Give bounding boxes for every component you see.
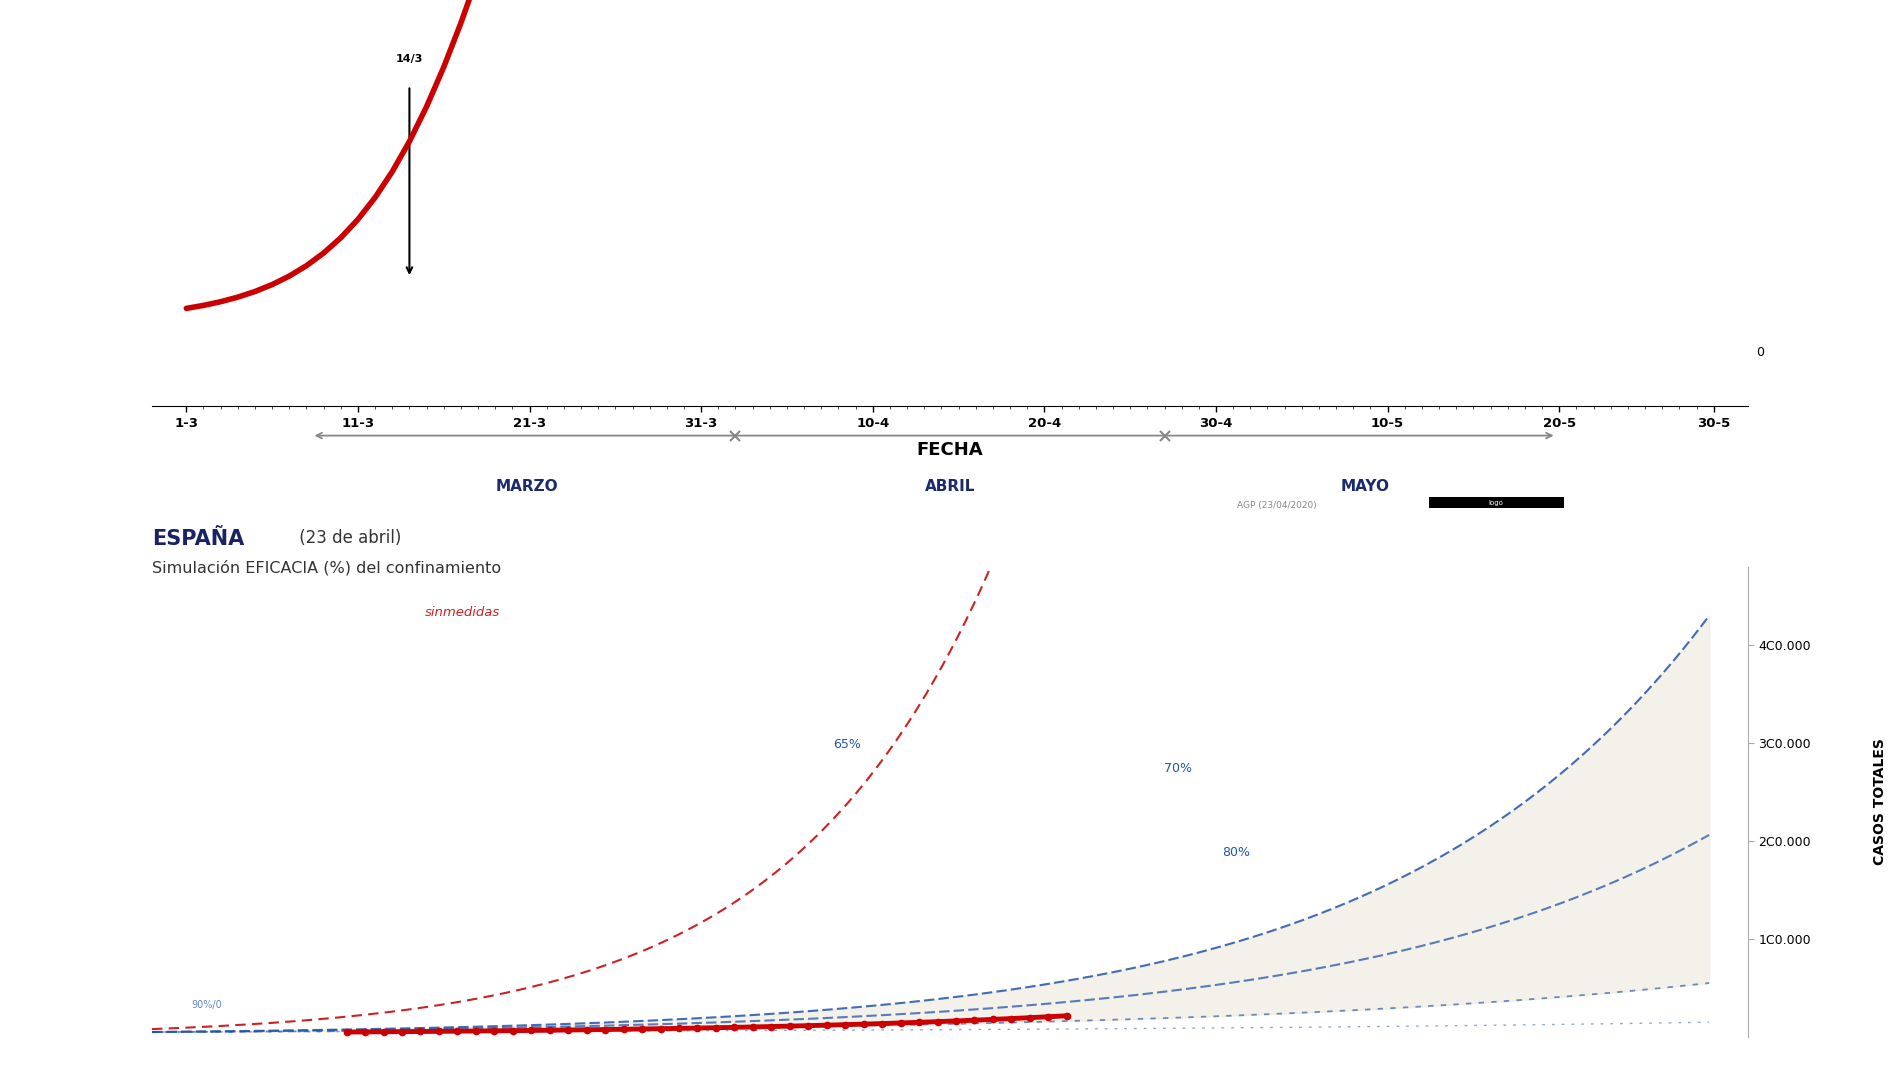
Text: Simulación EFICACIA (%) del confinamiento: Simulación EFICACIA (%) del confinamient… bbox=[152, 560, 502, 575]
Text: 70%: 70% bbox=[1165, 762, 1191, 775]
Text: sinmedidas: sinmedidas bbox=[424, 605, 500, 619]
Text: (23 de abril): (23 de abril) bbox=[294, 529, 403, 547]
Y-axis label: CASOS TOTALES: CASOS TOTALES bbox=[1873, 739, 1887, 865]
Text: MARZO: MARZO bbox=[496, 479, 559, 494]
Text: 65%: 65% bbox=[834, 738, 861, 750]
X-axis label: FECHA: FECHA bbox=[916, 440, 984, 459]
FancyBboxPatch shape bbox=[1429, 497, 1564, 510]
Text: AGP (23/04/2020): AGP (23/04/2020) bbox=[1237, 500, 1317, 510]
Text: logo: logo bbox=[1488, 500, 1503, 507]
Text: 90%/0: 90%/0 bbox=[190, 1000, 222, 1009]
Text: ESPAÑA: ESPAÑA bbox=[152, 529, 245, 549]
Text: 0: 0 bbox=[1758, 346, 1765, 359]
Text: 14/3: 14/3 bbox=[395, 55, 424, 64]
Text: MAYO: MAYO bbox=[1341, 479, 1389, 494]
Text: 80%: 80% bbox=[1222, 846, 1250, 858]
Text: ABRIL: ABRIL bbox=[925, 479, 975, 494]
